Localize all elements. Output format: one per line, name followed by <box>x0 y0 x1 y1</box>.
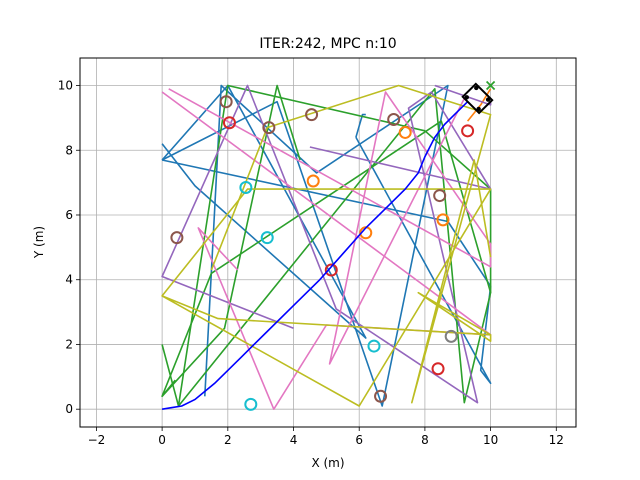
trajectory-path <box>161 101 469 410</box>
vehicle-wheel <box>474 85 479 91</box>
y-axis-label: Y (m) <box>32 226 46 259</box>
random-line-blue <box>355 113 366 138</box>
chart-title: ITER:242, MPC n:10 <box>259 36 396 52</box>
y-tick-label: 2 <box>65 337 73 351</box>
obstacle-brown <box>374 389 388 403</box>
vehicle-wheel <box>464 95 470 100</box>
plot-content <box>161 80 496 411</box>
y-tick-label: 10 <box>58 79 73 93</box>
random-line-purple <box>161 84 492 404</box>
obstacle-gray <box>444 329 458 343</box>
random-line-green <box>161 84 301 397</box>
obstacle-red <box>222 116 236 130</box>
obstacle-orange <box>306 174 320 188</box>
y-tick-label: 4 <box>65 273 73 287</box>
obstacle-brown <box>170 231 184 245</box>
x-tick-label: 12 <box>549 433 564 447</box>
random-line-pink <box>161 91 492 411</box>
obstacle-brown <box>262 121 276 135</box>
obstacle-cyan <box>244 397 258 411</box>
obstacle-cyan <box>239 180 253 194</box>
x-tick-label: 2 <box>224 433 232 447</box>
obstacle-cyan <box>260 231 274 245</box>
vehicle-wheel <box>476 106 481 112</box>
obstacle-red <box>461 124 475 138</box>
obstacle-orange <box>436 213 450 227</box>
x-tick-label: −2 <box>88 433 106 447</box>
obstacle-brown <box>305 108 319 122</box>
vehicle-wheel <box>485 97 491 102</box>
vehicle-outline <box>461 82 494 115</box>
random-line-blue <box>161 136 492 385</box>
random-line-blue <box>161 84 367 339</box>
y-tick-label: 8 <box>65 143 73 157</box>
x-tick-label: 4 <box>290 433 298 447</box>
y-tick-label: 0 <box>65 402 73 416</box>
obstacle-brown <box>433 189 447 203</box>
obstacle-red <box>431 362 445 376</box>
obstacle-cyan <box>367 339 381 353</box>
y-tick-label: 6 <box>65 208 73 222</box>
random-line-pink <box>168 88 492 365</box>
plot-area <box>161 80 496 411</box>
x-tick-label: 8 <box>421 433 429 447</box>
random-line-blue <box>161 84 449 407</box>
plot-frame <box>79 57 577 428</box>
goal-marker <box>485 80 496 91</box>
x-tick-label: 0 <box>158 433 166 447</box>
grid <box>80 58 576 427</box>
x-tick-label: 10 <box>483 433 498 447</box>
obstacle-brown <box>219 95 233 109</box>
obstacle-red <box>324 263 338 277</box>
x-tick-label: 6 <box>355 433 363 447</box>
random-line-olive <box>210 84 492 404</box>
axis-ticks: −2 0 2 4 6 8 10 12 0 2 4 6 8 10 <box>58 79 564 447</box>
obstacle-orange <box>398 125 412 139</box>
obstacle-brown <box>387 113 401 126</box>
x-axis-label: X (m) <box>311 456 344 470</box>
random-line-olive <box>161 188 492 407</box>
